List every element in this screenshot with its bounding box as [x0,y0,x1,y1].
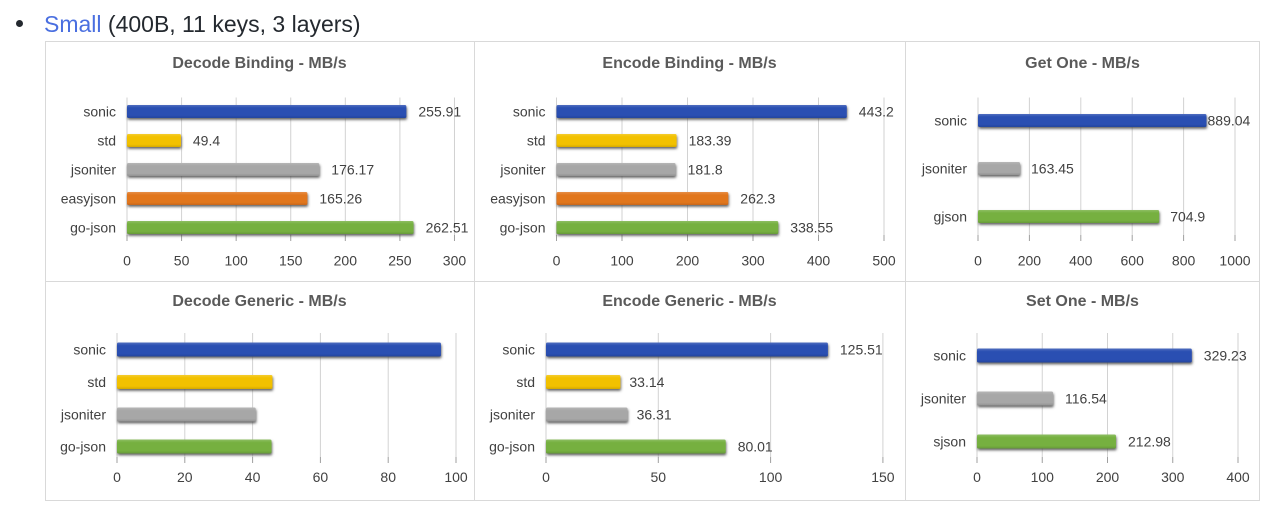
svg-text:400: 400 [1226,469,1250,485]
svg-text:sonic: sonic [513,104,546,120]
svg-text:Decode Binding - MB/s: Decode Binding - MB/s [172,55,346,72]
svg-text:go-json: go-json [489,439,535,455]
svg-text:go-json: go-json [70,220,116,236]
svg-text:jsoniter: jsoniter [499,162,545,178]
svg-text:150: 150 [871,469,895,485]
svg-text:338.55: 338.55 [790,220,833,236]
svg-text:0: 0 [974,253,982,269]
svg-text:262.3: 262.3 [740,191,775,207]
svg-text:std: std [87,374,106,390]
svg-text:200: 200 [1096,469,1120,485]
svg-text:0: 0 [123,253,131,269]
svg-text:200: 200 [676,253,700,269]
svg-text:100: 100 [1031,469,1055,485]
svg-text:60: 60 [313,469,329,485]
svg-text:std: std [527,133,546,149]
svg-text:jsoniter: jsoniter [60,407,106,423]
svg-text:50: 50 [651,469,667,485]
svg-text:176.17: 176.17 [331,162,374,178]
svg-text:150: 150 [279,253,303,269]
svg-text:jsoniter: jsoniter [921,161,967,177]
svg-text:100: 100 [224,253,248,269]
svg-text:Encode Binding - MB/s: Encode Binding - MB/s [602,55,776,72]
svg-text:163.45: 163.45 [1031,161,1074,177]
svg-text:262.51: 262.51 [426,220,469,236]
svg-text:Get One - MB/s: Get One - MB/s [1025,55,1140,72]
svg-text:80.01: 80.01 [738,439,773,455]
svg-text:704.9: 704.9 [1170,209,1205,225]
svg-text:sonic: sonic [934,113,967,129]
svg-text:200: 200 [1018,253,1042,269]
svg-text:125.51: 125.51 [840,342,883,358]
svg-text:jsoniter: jsoniter [920,391,966,407]
svg-text:0: 0 [973,469,981,485]
svg-text:183.39: 183.39 [689,133,732,149]
svg-text:sonic: sonic [83,104,116,120]
svg-text:500: 500 [872,253,896,269]
svg-text:0: 0 [553,253,561,269]
svg-text:165.26: 165.26 [319,191,362,207]
svg-text:Decode Generic - MB/s: Decode Generic - MB/s [172,293,346,310]
svg-text:Set One - MB/s: Set One - MB/s [1026,293,1139,310]
svg-text:36.31: 36.31 [637,407,672,423]
svg-text:116.54: 116.54 [1065,391,1107,407]
svg-text:33.14: 33.14 [629,374,664,390]
svg-text:800: 800 [1172,253,1196,269]
svg-text:gjson: gjson [934,209,967,225]
svg-text:0: 0 [113,469,121,485]
svg-text:600: 600 [1121,253,1145,269]
svg-text:sonic: sonic [933,348,966,364]
svg-text:go-json: go-json [500,220,546,236]
svg-text:std: std [97,133,116,149]
svg-text:jsoniter: jsoniter [489,407,535,423]
svg-text:std: std [516,374,535,390]
svg-text:400: 400 [807,253,831,269]
svg-text:100: 100 [759,469,783,485]
svg-text:300: 300 [741,253,765,269]
svg-text:20: 20 [177,469,193,485]
svg-text:50: 50 [174,253,190,269]
svg-text:329.23: 329.23 [1204,348,1247,364]
svg-text:jsoniter: jsoniter [70,162,116,178]
svg-text:200: 200 [334,253,358,269]
svg-text:sonic: sonic [73,342,106,358]
svg-text:go-json: go-json [60,439,106,455]
svg-text:easyjson: easyjson [490,191,545,207]
svg-text:255.91: 255.91 [418,104,461,120]
svg-text:80: 80 [380,469,396,485]
svg-text:100: 100 [610,253,634,269]
svg-text:181.8: 181.8 [688,162,723,178]
svg-text:1000: 1000 [1219,253,1250,269]
svg-text:49.4: 49.4 [193,133,220,149]
svg-text:400: 400 [1069,253,1093,269]
svg-text:Encode Generic - MB/s: Encode Generic - MB/s [602,293,776,310]
svg-text:212.98: 212.98 [1128,434,1171,450]
svg-text:sonic: sonic [502,342,535,358]
svg-text:443.2: 443.2 [859,104,894,120]
svg-text:sjson: sjson [933,434,966,450]
svg-text:300: 300 [1161,469,1185,485]
svg-text:100: 100 [444,469,468,485]
svg-text:300: 300 [443,253,467,269]
svg-text:250: 250 [388,253,412,269]
svg-text:40: 40 [245,469,261,485]
svg-text:889.04: 889.04 [1208,113,1251,129]
svg-text:0: 0 [542,469,550,485]
svg-text:easyjson: easyjson [61,191,116,207]
